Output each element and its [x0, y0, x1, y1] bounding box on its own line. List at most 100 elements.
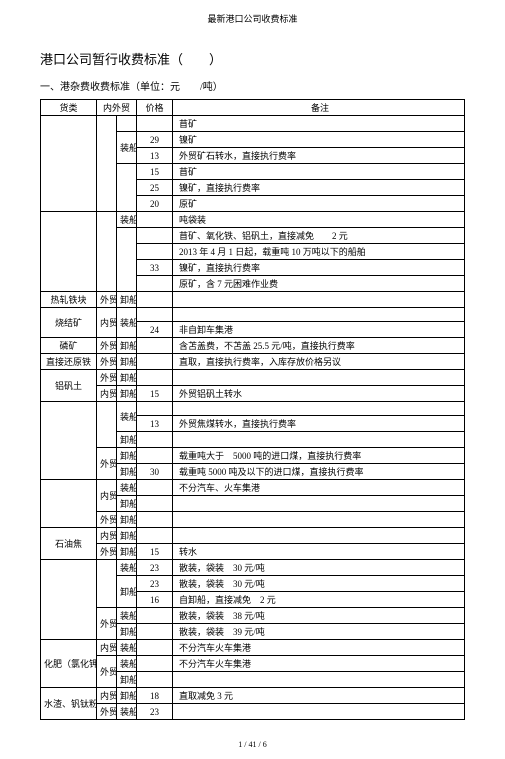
cell-price	[137, 512, 173, 528]
cell-category: 铝矾土	[41, 370, 97, 402]
cell-price: 23	[137, 704, 173, 720]
cell-category	[41, 116, 97, 212]
cell-note: 散装，袋装 30 元/吨	[173, 560, 465, 576]
cell-note: 直取，直接执行费率，入库存放价格另议	[173, 354, 465, 370]
header-category: 货类	[41, 100, 97, 116]
cell-note: 苜矿	[173, 164, 465, 180]
cell-note	[173, 512, 465, 528]
cell-note	[173, 672, 465, 688]
table-row: 石油焦内贸卸船	[41, 528, 465, 544]
cell-category: 化肥（氯化钾）	[41, 640, 97, 688]
cell-price: 29	[137, 132, 173, 148]
cell-price	[137, 480, 173, 496]
cell-note: 散装，袋装 30 元/吨	[173, 576, 465, 592]
cell-trade: 内贸	[97, 386, 117, 402]
header-note: 备注	[173, 100, 465, 116]
cell-note: 原矿	[173, 196, 465, 212]
cell-price	[137, 354, 173, 370]
cell-price	[137, 370, 173, 386]
cell-ship: 装船	[117, 608, 137, 624]
cell-trade: 外贸	[97, 370, 117, 386]
cell-trade: 内贸	[97, 688, 117, 704]
cell-ship	[117, 228, 137, 292]
cell-price	[137, 338, 173, 354]
cell-category: 水渣、钒钛粉	[41, 688, 97, 720]
cell-trade	[97, 116, 117, 212]
cell-price	[137, 276, 173, 292]
cell-ship	[117, 164, 137, 212]
cell-category: 热轧铁块	[41, 292, 97, 308]
table-row: 外贸卸船	[41, 512, 465, 528]
cell-price: 16	[137, 592, 173, 608]
cell-ship: 卸船	[117, 544, 137, 560]
cell-ship: 卸船	[117, 672, 137, 688]
cell-price	[137, 448, 173, 464]
cell-note	[173, 704, 465, 720]
cell-ship: 卸船	[117, 338, 137, 354]
cell-category: 石油焦	[41, 528, 97, 560]
cell-ship: 装船	[117, 560, 137, 576]
table-row: 内贸装船不分汽车、火车集港	[41, 480, 465, 496]
cell-trade: 外贸	[97, 608, 117, 640]
cell-ship: 装船	[117, 402, 137, 432]
cell-price: 30	[137, 464, 173, 480]
cell-trade: 外贸	[97, 338, 117, 354]
cell-price	[137, 496, 173, 512]
cell-category: 烧结矿	[41, 308, 97, 338]
table-row: 烧结矿内贸装船	[41, 308, 465, 322]
cell-category	[41, 212, 97, 292]
cell-trade	[97, 212, 117, 292]
cell-category: 直接还原铁	[41, 354, 97, 370]
cell-trade: 外贸	[97, 544, 117, 560]
cell-price: 23	[137, 560, 173, 576]
cell-ship: 卸船	[117, 528, 137, 544]
cell-ship: 卸船	[117, 292, 137, 308]
cell-note: 不分汽车、火车集港	[173, 480, 465, 496]
cell-ship: 装船	[117, 132, 137, 164]
cell-price	[137, 624, 173, 640]
cell-trade: 内贸	[97, 308, 117, 338]
cell-note	[173, 292, 465, 308]
table-row: 外贸装船不分汽车火车集港	[41, 656, 465, 672]
cell-note: 散装，袋装 39 元/吨	[173, 624, 465, 640]
cell-note: 镍矿，直接执行费率	[173, 260, 465, 276]
main-title: 港口公司暂行收费标准（ ）	[40, 49, 465, 68]
cell-note: 镍矿	[173, 132, 465, 148]
cell-ship: 装船	[117, 480, 137, 496]
cell-note: 转水	[173, 544, 465, 560]
cell-price	[137, 292, 173, 308]
cell-note	[173, 432, 465, 448]
cell-price: 33	[137, 260, 173, 276]
cell-ship: 卸船	[117, 432, 137, 448]
table-row: 热轧铁块外贸卸船	[41, 292, 465, 308]
cell-price	[137, 608, 173, 624]
cell-note: 外贸焦煤转水，直接执行费率	[173, 416, 465, 432]
table-row: 外贸装船23	[41, 704, 465, 720]
cell-trade: 外贸	[97, 656, 117, 688]
table-row: 外贸装船散装，袋装 38 元/吨	[41, 608, 465, 624]
cell-ship: 卸船	[117, 512, 137, 528]
cell-price	[137, 228, 173, 244]
cell-ship: 卸船	[117, 464, 137, 480]
cell-note: 镍矿，直接执行费率	[173, 180, 465, 196]
cell-trade: 内贸	[97, 640, 117, 656]
cell-note: 载重吨大于 5000 吨的进口煤，直接执行费率	[173, 448, 465, 464]
cell-note	[173, 528, 465, 544]
cell-ship	[117, 116, 137, 132]
cell-price: 20	[137, 196, 173, 212]
cell-trade: 外贸	[97, 448, 117, 480]
cell-trade	[97, 402, 117, 448]
section-title: 一、港杂费收费标准（单位：元 /吨）	[40, 78, 465, 93]
cell-ship: 卸船	[117, 370, 137, 386]
cell-price	[137, 640, 173, 656]
cell-category	[41, 402, 97, 480]
cell-price: 15	[137, 164, 173, 180]
cell-note: 2013 年 4 月 1 日起，载重吨 10 万吨以下的船舶	[173, 244, 465, 260]
cell-ship: 装船	[117, 656, 137, 672]
table-row: 内贸卸船15外贸铝矾土转水	[41, 386, 465, 402]
table-row: 外贸卸船载重吨大于 5000 吨的进口煤，直接执行费率	[41, 448, 465, 464]
cell-ship: 装船	[117, 640, 137, 656]
cell-ship: 卸船	[117, 496, 137, 512]
cell-note	[173, 496, 465, 512]
cell-price: 25	[137, 180, 173, 196]
